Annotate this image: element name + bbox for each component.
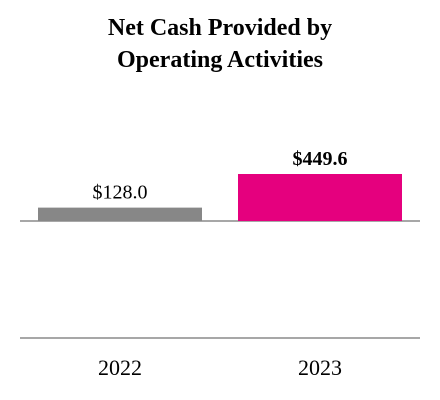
chart-title: Net Cash Provided by Operating Activitie… [0, 12, 440, 76]
bars-group: $128.0 2022 $449.6 2023 [38, 148, 402, 380]
x-tick-label-2023: 2023 [298, 355, 342, 380]
bar-2023 [238, 174, 402, 221]
x-tick-label-2022: 2022 [98, 355, 142, 380]
data-label-2022: $128.0 [93, 182, 148, 204]
data-label-2023: $449.6 [293, 148, 348, 170]
chart-title-line-2: Operating Activities [117, 47, 323, 73]
bar-2022 [38, 207, 202, 221]
chart-title-line-1: Net Cash Provided by [107, 15, 333, 41]
